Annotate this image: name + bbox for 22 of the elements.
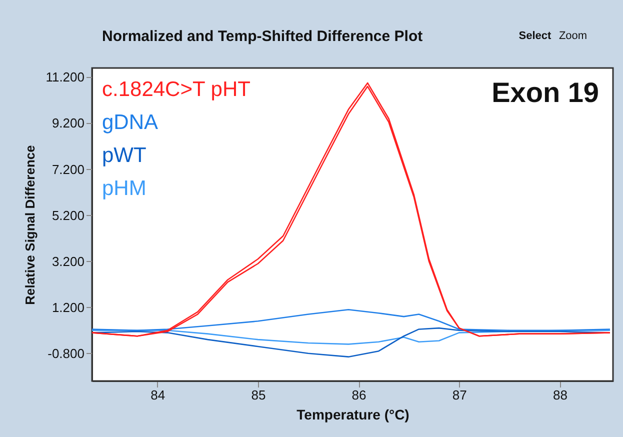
text: pWT xyxy=(102,144,146,167)
y-tick-label: 1.200 xyxy=(52,300,84,315)
x-tick-label: 88 xyxy=(552,388,568,402)
y-tick-label: 9.200 xyxy=(52,116,84,131)
x-tick-label: 87 xyxy=(452,388,467,402)
text: Select xyxy=(518,30,552,42)
x-tick-label: 85 xyxy=(251,388,266,402)
text: gDNA xyxy=(102,111,158,134)
x-tick-label: 84 xyxy=(150,388,166,402)
text: c.1824C>T pHT xyxy=(102,78,251,101)
y-tick-label: 7.200 xyxy=(52,162,84,177)
x-tick-label: 86 xyxy=(352,388,366,402)
annotation: Exon 19 xyxy=(492,77,599,108)
y-tick-label: 11.200 xyxy=(46,70,84,85)
y-tick-label: 5.200 xyxy=(52,208,84,223)
y-tick-label: -0.800 xyxy=(48,346,84,361)
chart-title: Normalized and Temp-Shifted Difference Plot xyxy=(102,28,423,45)
y-tick-label: 3.200 xyxy=(52,254,84,269)
text: pHM xyxy=(102,177,146,200)
text: Zoom xyxy=(558,30,588,42)
x-axis-title: Temperature (°C) xyxy=(296,406,410,422)
y-axis-title: Relative Signal Difference xyxy=(22,145,38,305)
